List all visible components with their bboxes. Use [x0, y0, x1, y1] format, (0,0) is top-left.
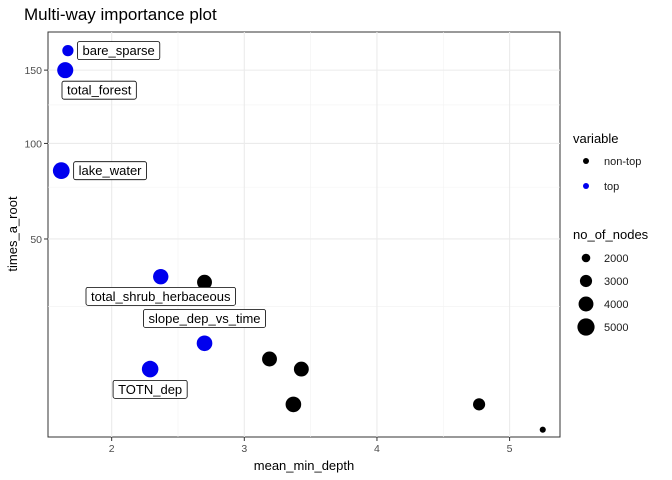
- y-tick-label: 100: [24, 138, 42, 150]
- x-tick-label: 2: [109, 443, 115, 455]
- label-text: lake_water: [79, 163, 143, 178]
- legend-size-label: 2000: [604, 253, 628, 265]
- x-tick-label: 3: [241, 443, 247, 455]
- label-box: [73, 161, 147, 181]
- y-tick-label: 150: [24, 65, 42, 77]
- legend-size-entries: 2000 3000 4000 5000: [577, 253, 628, 336]
- label-text: bare_sparse: [83, 43, 155, 58]
- label-text: TOTN_dep: [118, 382, 182, 397]
- legend-size-label: 4000: [604, 299, 628, 311]
- legend-size-title: no_of_nodes: [573, 227, 649, 242]
- point-non-top: [539, 426, 546, 433]
- y-axis-ticks: 50 100 150: [24, 65, 48, 246]
- label-total-shrub-herbaceous: total_shrub_herbaceous: [85, 286, 236, 306]
- label-box: [77, 41, 161, 61]
- point-non-top: [293, 361, 309, 377]
- point-bare-sparse: [62, 45, 74, 57]
- x-axis-title: mean_min_depth: [254, 458, 354, 473]
- label-box: [143, 309, 266, 328]
- grid-lines: [48, 32, 560, 437]
- label-text: total_shrub_herbaceous: [91, 289, 231, 304]
- legend-size-label: 3000: [604, 276, 628, 288]
- point-non-top: [285, 396, 302, 413]
- label-text: slope_dep_vs_time: [149, 311, 261, 326]
- point-labels: bare_sparse total_forest lake_water total_s…: [61, 41, 266, 399]
- point-total-shrub-herbaceous: [153, 268, 169, 285]
- x-tick-label: 5: [507, 443, 513, 455]
- x-tick-label: 4: [374, 443, 380, 455]
- x-axis-ticks: 2 3 4 5: [109, 437, 513, 455]
- y-tick-label: 50: [30, 234, 42, 246]
- label-box: [61, 80, 137, 100]
- chart-title: Multi-way importance plot: [24, 5, 217, 24]
- legend-label-non-top: non-top: [604, 156, 641, 168]
- legend-size-key: [578, 296, 594, 312]
- label-box: [85, 286, 236, 306]
- point-total-forest: [57, 62, 74, 79]
- point-non-top: [262, 351, 277, 367]
- label-bare-sparse: bare_sparse: [77, 41, 161, 61]
- legend-size-key: [581, 253, 591, 263]
- point-non-top: [473, 398, 486, 411]
- point-slope-dep-vs-time: [196, 335, 213, 352]
- legend-size-key: [577, 318, 595, 336]
- label-totn-dep: TOTN_dep: [112, 379, 188, 399]
- y-axis-title: times_a_root: [5, 196, 20, 272]
- legend-key-non-top: [583, 158, 589, 164]
- legend-color-entries: non-top top: [583, 156, 641, 193]
- label-slope-dep-vs-time: slope_dep_vs_time: [143, 309, 266, 328]
- data-points: [52, 45, 546, 433]
- legend: variable non-top top no_of_nodes 2000 3000…: [573, 131, 649, 336]
- legend-label-top: top: [604, 181, 619, 193]
- point-non-top: [197, 274, 212, 290]
- legend-size-label: 5000: [604, 322, 628, 334]
- legend-key-top: [583, 183, 589, 189]
- label-text: total_forest: [67, 83, 132, 98]
- label-lake-water: lake_water: [73, 161, 147, 181]
- point-lake-water: [52, 162, 70, 180]
- point-totn-dep: [141, 360, 159, 378]
- label-box: [112, 379, 188, 399]
- legend-size-key: [579, 274, 593, 288]
- legend-color-title: variable: [573, 131, 619, 146]
- label-total-forest: total_forest: [61, 80, 137, 100]
